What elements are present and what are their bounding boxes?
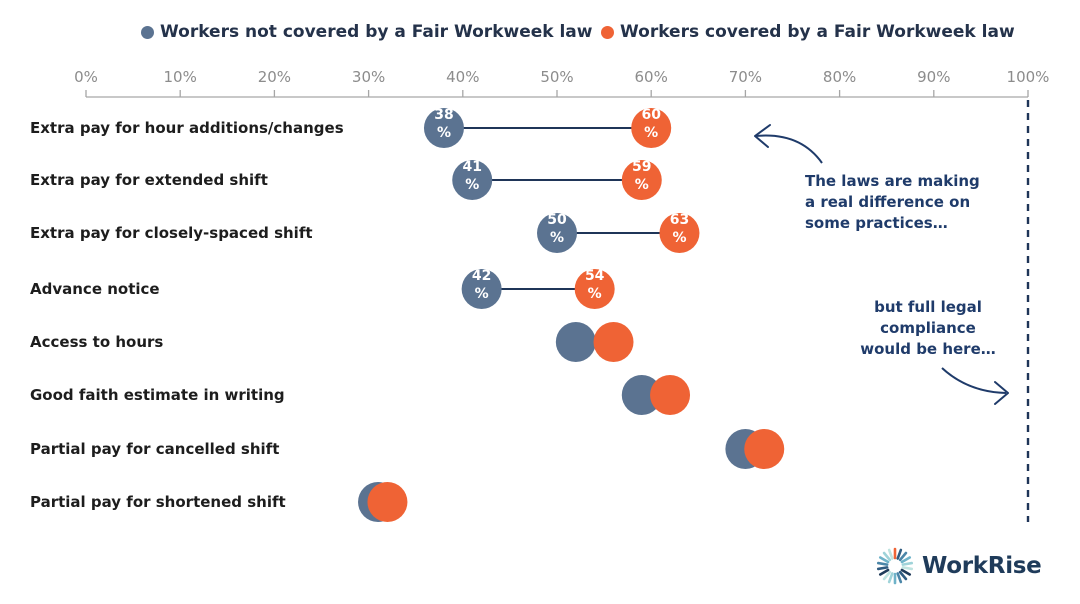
- workrise-logo-text: WorkRise: [922, 553, 1042, 579]
- legend: Workers not covered by a Fair Workweek l…: [0, 22, 1080, 50]
- arrow-to-compliance-line: [941, 367, 1007, 394]
- x-tick-label: 100%: [1007, 68, 1050, 86]
- point-covered: [367, 482, 408, 522]
- data-label: 60%: [641, 107, 661, 141]
- point-covered: [574, 269, 615, 309]
- x-axis: 0% 10% 20% 30% 40% 50% 60% 70% 80% 90% 100%: [74, 68, 1050, 98]
- point-not-covered: [555, 322, 596, 362]
- annotation-arrows: [754, 124, 1009, 405]
- data-label: 38%: [434, 107, 453, 141]
- category-label: Extra pay for closely-spaced shift: [30, 224, 313, 242]
- category-label: Partial pay for cancelled shift: [30, 440, 279, 458]
- point-covered: [744, 429, 785, 469]
- logo-ray: [876, 561, 889, 566]
- logo-ray: [898, 570, 908, 581]
- point-not-covered: [621, 375, 662, 415]
- point-not-covered: [452, 160, 493, 200]
- x-tick-label: 60%: [635, 68, 668, 86]
- point-covered: [659, 213, 700, 253]
- logo-ray: [900, 568, 912, 576]
- logo-ray: [882, 570, 892, 581]
- point-covered: [593, 322, 634, 362]
- legend-item-covered: Workers covered by a Fair Workweek law: [601, 22, 1015, 42]
- arrow-head-practices: [754, 124, 771, 148]
- x-tick-label: 40%: [446, 68, 479, 86]
- data-label: 50%: [547, 212, 567, 246]
- legend-dot-covered: [601, 25, 614, 39]
- category-label: Partial pay for shortened shift: [30, 493, 286, 511]
- x-tick-label: 50%: [540, 68, 573, 86]
- category-label: Extra pay for hour additions/changes: [30, 119, 344, 137]
- data-label: 54%: [585, 268, 605, 302]
- category-label: Good faith estimate in writing: [30, 386, 285, 404]
- data-label: 42%: [472, 268, 491, 302]
- workrise-logo-icon: [876, 547, 914, 585]
- rows: Extra pay for hour additions/changes 38 % 6…: [30, 107, 785, 522]
- point-not-covered: [423, 108, 464, 148]
- logo-ray: [896, 548, 903, 560]
- x-tick-label: 90%: [917, 68, 950, 86]
- logo-ray: [876, 566, 889, 571]
- arrow-head-compliance: [994, 381, 1009, 405]
- point-covered: [621, 160, 662, 200]
- logo-ray: [878, 568, 890, 576]
- annotation-laws-making-difference: The laws are making a real difference on s…: [805, 172, 980, 232]
- category-label: Access to hours: [30, 333, 163, 351]
- legend-label-not-covered: Workers not covered by a Fair Workweek l…: [160, 22, 593, 42]
- data-label: 59%: [632, 159, 651, 193]
- point-not-covered: [537, 213, 577, 253]
- category-label: Extra pay for extended shift: [30, 171, 268, 189]
- annotation-full-compliance: but full legal compliance would be here…: [860, 298, 996, 358]
- x-tick-label: 80%: [823, 68, 856, 86]
- point-covered: [650, 375, 691, 415]
- x-tick-label: 30%: [352, 68, 385, 86]
- logo-ray: [878, 556, 890, 564]
- logo-ray: [887, 572, 894, 584]
- data-label: 41%: [462, 159, 481, 193]
- logo-ray: [882, 551, 892, 562]
- x-tick-label: 10%: [164, 68, 197, 86]
- logo-ray: [901, 561, 914, 566]
- logo-ray: [887, 548, 894, 560]
- workrise-logo: WorkRise: [876, 547, 1042, 585]
- logo-ray: [898, 551, 908, 562]
- x-tick-label: 0%: [74, 68, 98, 86]
- x-tick-label: 70%: [729, 68, 762, 86]
- logo-ray: [896, 572, 903, 584]
- point-covered: [631, 108, 672, 148]
- legend-label-covered: Workers covered by a Fair Workweek law: [620, 22, 1015, 42]
- legend-item-not-covered: Workers not covered by a Fair Workweek l…: [141, 22, 593, 42]
- data-label: 63%: [670, 212, 689, 246]
- legend-dot-not-covered: [141, 25, 154, 39]
- category-label: Advance notice: [30, 280, 160, 298]
- arrow-to-practices: [755, 134, 823, 164]
- point-not-covered: [461, 269, 502, 309]
- x-tick-label: 20%: [258, 68, 291, 86]
- logo-ray: [900, 556, 912, 564]
- logo-ray: [901, 566, 914, 571]
